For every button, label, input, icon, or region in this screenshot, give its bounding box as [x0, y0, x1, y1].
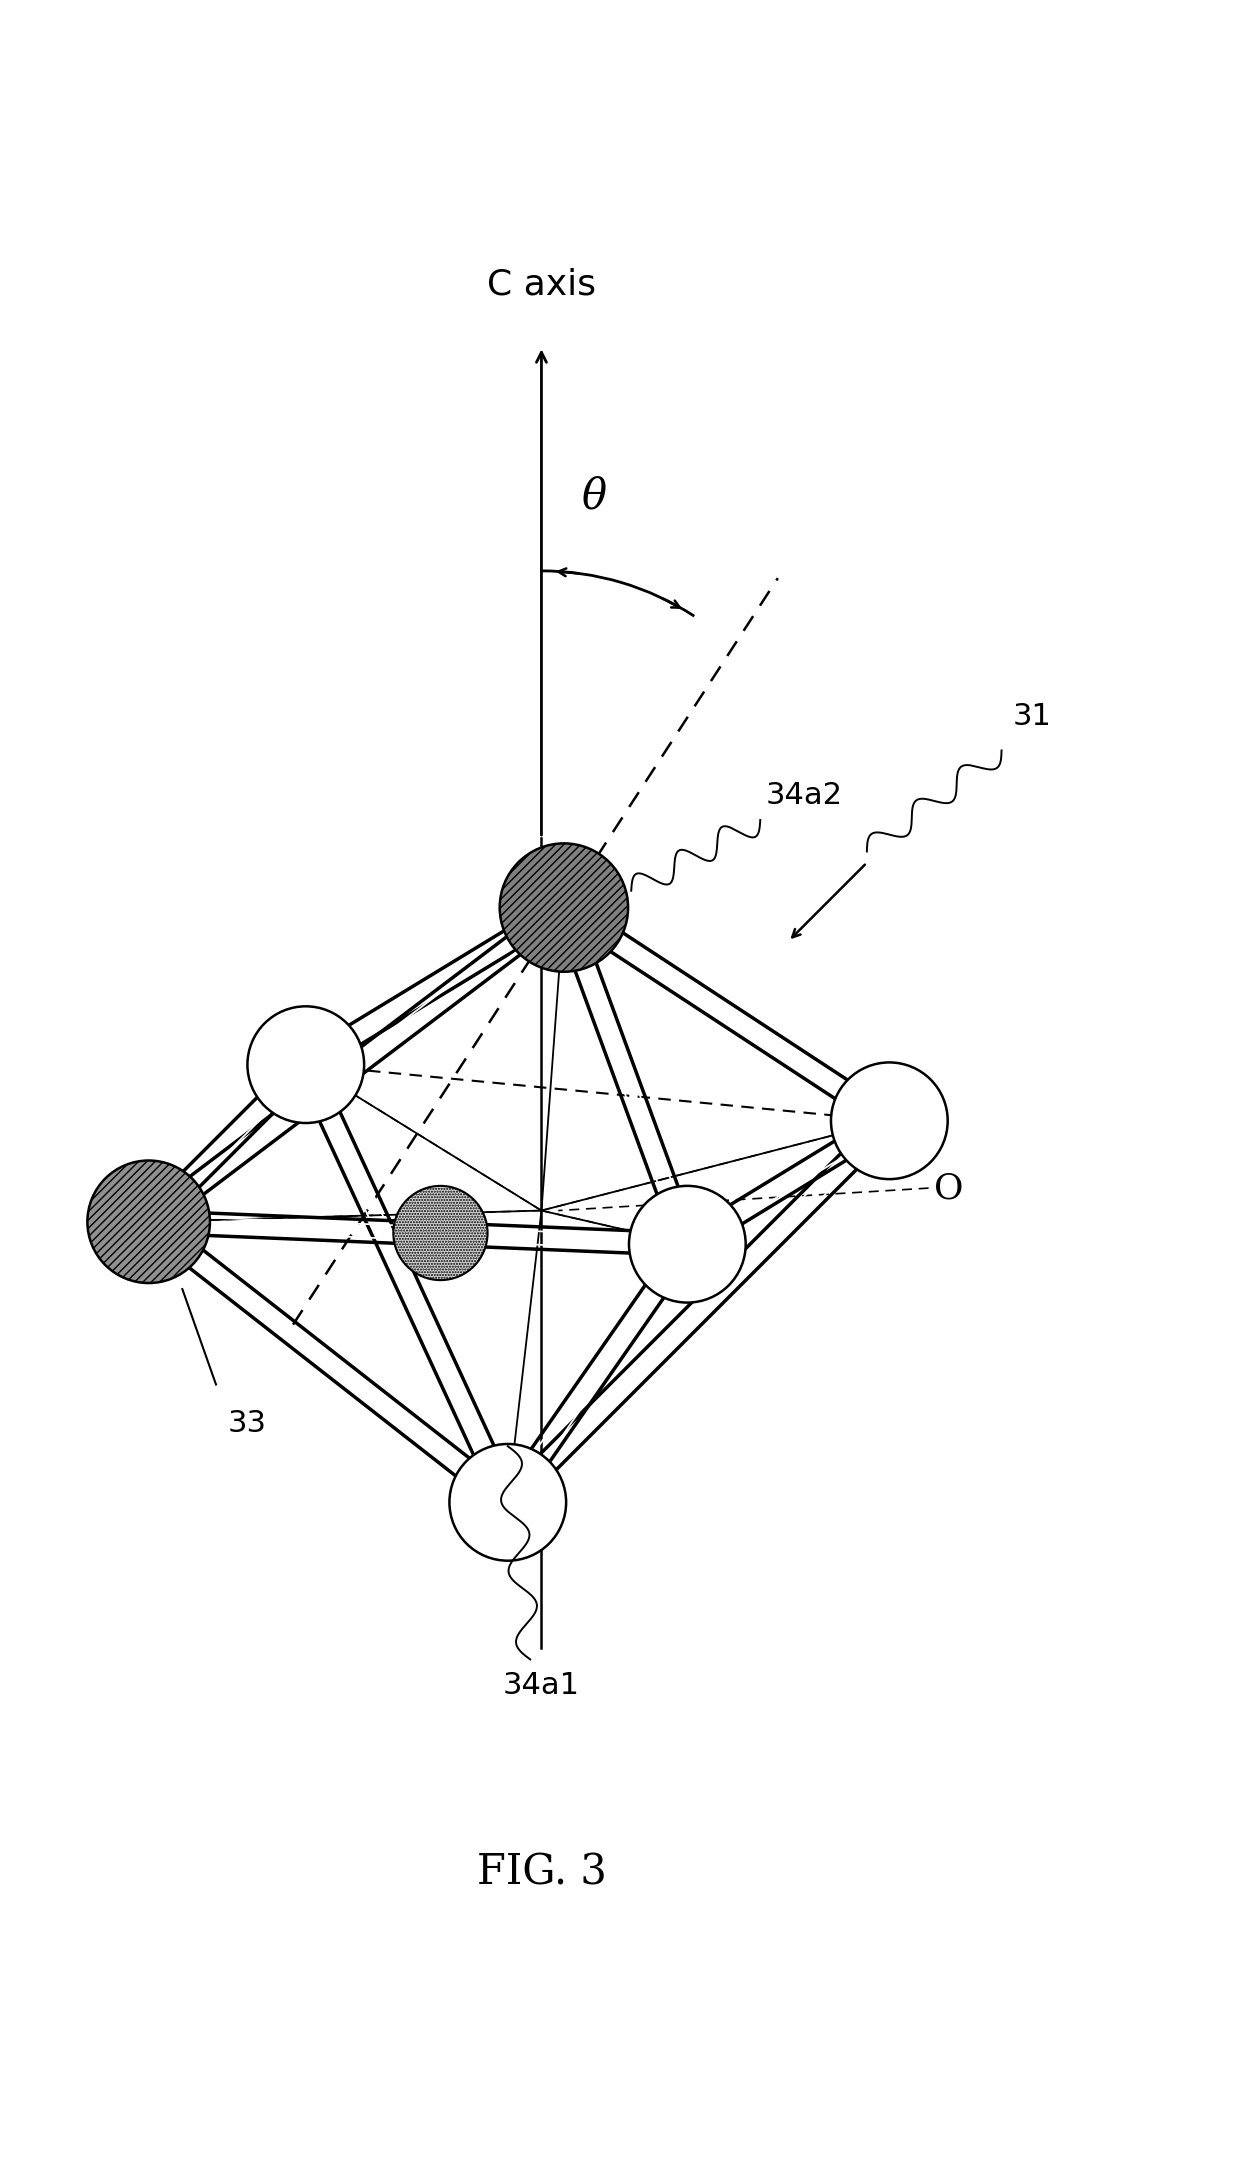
Circle shape — [87, 1162, 210, 1283]
Circle shape — [248, 1006, 365, 1123]
Circle shape — [629, 1185, 745, 1302]
Text: O: O — [934, 1170, 963, 1205]
Circle shape — [831, 1062, 947, 1179]
Text: 34a1: 34a1 — [503, 1670, 580, 1700]
Text: FIG. 3: FIG. 3 — [476, 1852, 606, 1893]
Text: 33: 33 — [227, 1410, 267, 1438]
Text: 34a2: 34a2 — [766, 781, 843, 809]
Circle shape — [500, 844, 629, 971]
Circle shape — [393, 1185, 487, 1280]
Text: C axis: C axis — [487, 268, 596, 301]
Text: 31: 31 — [1013, 703, 1052, 731]
Text: θ: θ — [582, 476, 606, 517]
Circle shape — [449, 1445, 567, 1562]
